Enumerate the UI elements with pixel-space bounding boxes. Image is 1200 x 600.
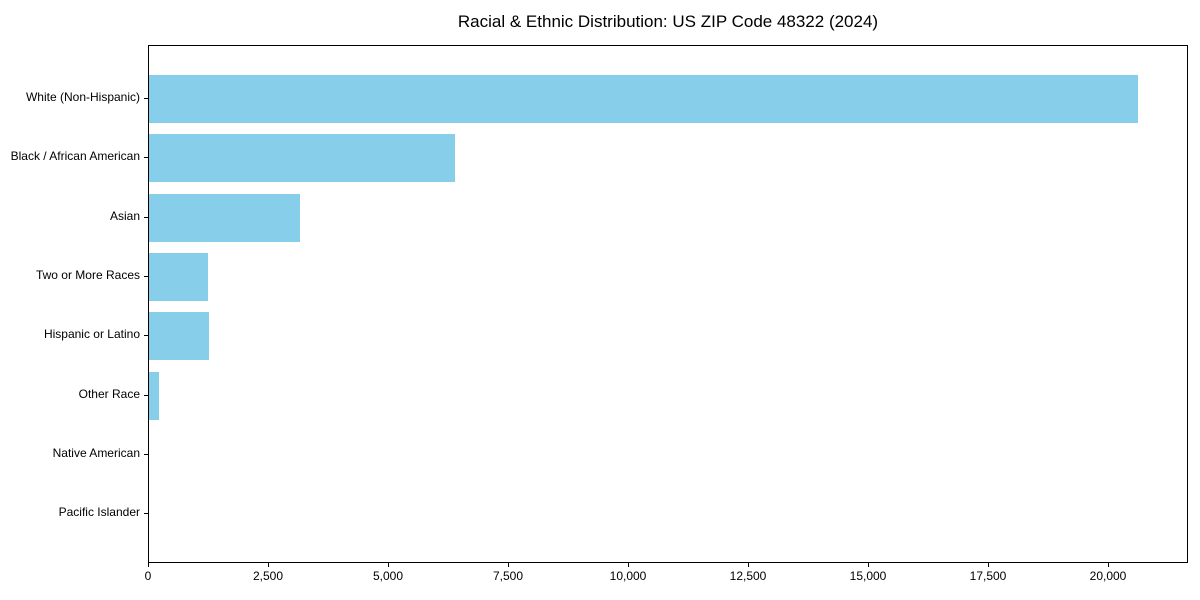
x-tick-mark — [148, 563, 149, 567]
y-tick-label: Two or More Races — [35, 267, 140, 282]
x-tick-mark — [868, 563, 869, 567]
x-tick-label: 20,000 — [1089, 569, 1127, 583]
x-tick-mark — [388, 563, 389, 567]
x-tick-label: 10,000 — [609, 569, 647, 583]
plot-area — [148, 45, 1188, 563]
x-tick-label: 5,000 — [372, 569, 404, 583]
x-tick-mark — [508, 563, 509, 567]
y-tick-mark — [144, 275, 148, 277]
x-tick-mark — [268, 563, 269, 567]
bar — [149, 371, 159, 420]
x-tick-mark — [748, 563, 749, 567]
x-tick-label: 2,500 — [252, 569, 284, 583]
y-tick-mark — [144, 216, 148, 218]
x-tick-label: 17,500 — [969, 569, 1007, 583]
x-tick-label: 0 — [144, 569, 152, 583]
x-tick-mark — [1108, 563, 1109, 567]
y-tick-mark — [144, 335, 148, 337]
chart-title: Racial & Ethnic Distribution: US ZIP Cod… — [457, 12, 879, 31]
y-tick-label: Hispanic or Latino — [43, 327, 140, 342]
y-tick-mark — [144, 98, 148, 99]
y-tick-label: White (Non-Hispanic) — [25, 90, 140, 104]
x-tick-mark — [988, 563, 989, 567]
y-tick-label: Other Race — [78, 386, 140, 401]
y-tick-label: Asian — [109, 208, 140, 223]
bar — [149, 75, 1138, 123]
y-tick-mark — [144, 157, 148, 159]
x-tick-label: 12,500 — [729, 569, 767, 583]
y-tick-mark — [144, 394, 148, 396]
bar — [149, 134, 455, 183]
bar — [149, 193, 300, 242]
y-tick-label: Pacific Islander — [58, 505, 140, 520]
bar — [149, 312, 209, 361]
x-tick-label: 7,500 — [492, 569, 524, 583]
x-tick-mark — [628, 563, 629, 567]
bar — [149, 252, 208, 301]
y-tick-label: Native American — [52, 445, 140, 460]
y-tick-mark — [144, 453, 148, 455]
y-tick-mark — [144, 513, 148, 515]
y-tick-label: Black / African American — [10, 149, 140, 164]
x-tick-label: 15,000 — [849, 569, 887, 583]
